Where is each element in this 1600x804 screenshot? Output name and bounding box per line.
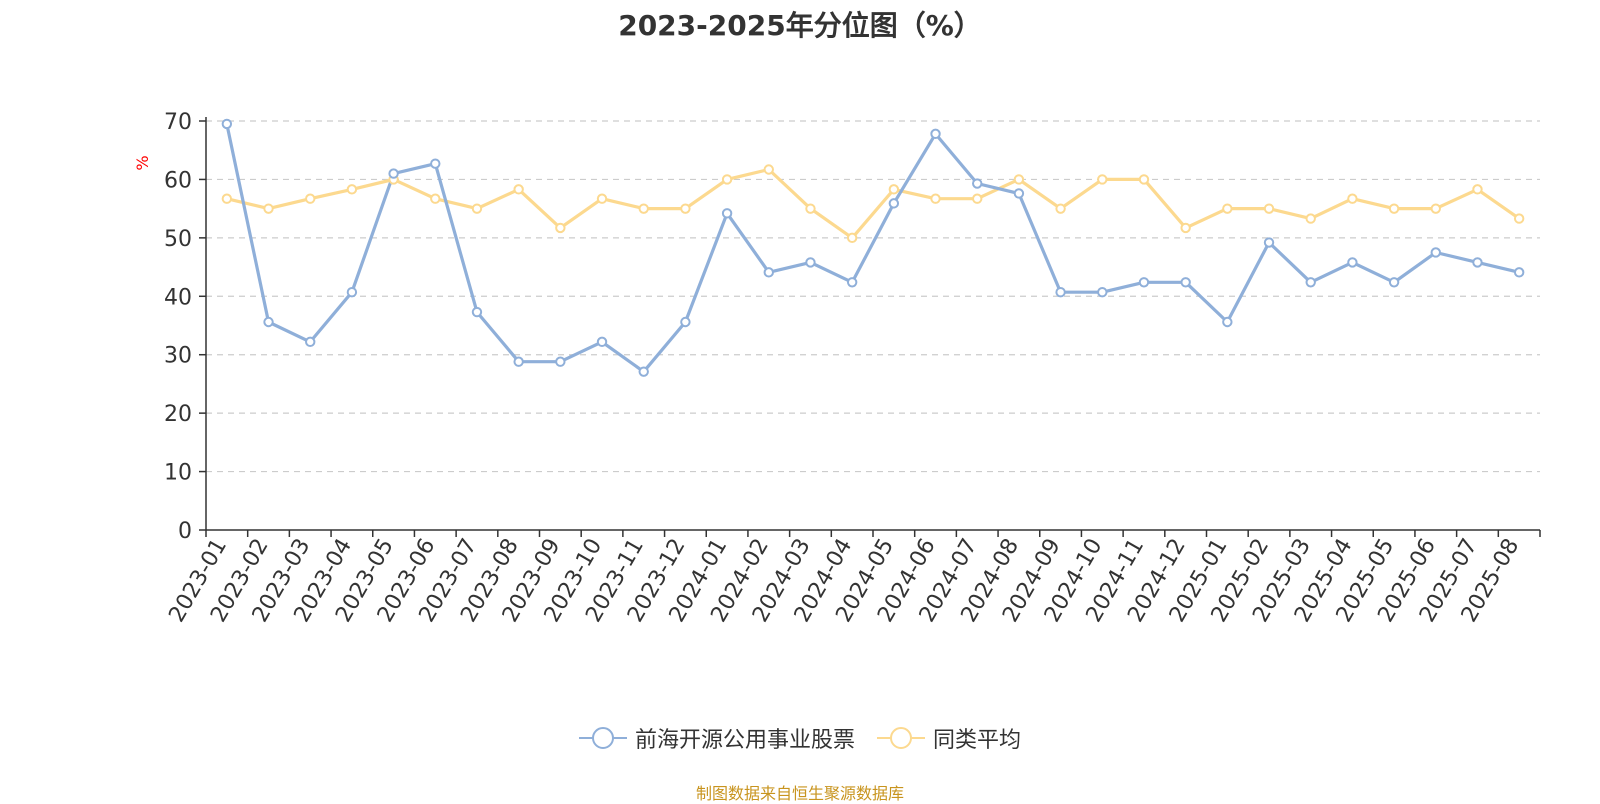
data-point-fund	[388, 168, 399, 179]
y-tick-label: 60	[164, 168, 192, 193]
legend: 前海开源公用事业股票 同类平均	[0, 722, 1600, 754]
data-point-fund	[805, 257, 816, 268]
data-point-average	[263, 203, 274, 214]
data-point-fund	[680, 316, 691, 328]
data-point-fund	[721, 208, 733, 219]
data-point-average	[430, 193, 441, 204]
data-point-fund	[1472, 257, 1483, 268]
data-point-average	[305, 193, 316, 204]
data-point-fund	[555, 356, 566, 367]
series-line-fund	[225, 123, 1520, 374]
y-tick-label: 40	[164, 285, 192, 310]
data-point-fund	[1347, 257, 1358, 268]
data-point-average	[638, 203, 649, 214]
legend-swatch-fund	[578, 727, 627, 749]
y-tick-label: 0	[178, 519, 192, 544]
data-point-average	[721, 174, 733, 185]
data-point-fund	[763, 267, 774, 278]
data-point-average	[1513, 213, 1525, 224]
data-point-fund	[471, 306, 483, 318]
chart-title: 2023-2025年分位图（%）	[618, 9, 982, 42]
legend-label-average: 同类平均	[933, 728, 1022, 753]
grid-lines	[206, 120, 1540, 473]
y-axis-label: %	[133, 155, 152, 170]
data-point-average	[1013, 174, 1025, 185]
data-point-average	[1347, 193, 1358, 204]
data-point-average	[1055, 203, 1066, 214]
series-line-average	[226, 167, 1521, 240]
data-point-average	[930, 193, 941, 204]
data-point-fund	[263, 316, 274, 328]
data-point-fund	[930, 128, 941, 140]
y-tick-label: 50	[164, 227, 192, 252]
data-point-average	[1138, 174, 1150, 185]
axes	[199, 117, 1541, 537]
data-point-average	[221, 193, 233, 204]
data-point-fund	[1180, 277, 1191, 288]
data-point-fund	[1138, 277, 1150, 288]
data-point-average	[1263, 203, 1275, 214]
data-point-fund	[430, 158, 441, 169]
data-point-fund	[638, 366, 649, 377]
data-point-average	[1305, 213, 1316, 224]
data-point-fund	[1305, 277, 1316, 288]
data-point-fund	[513, 356, 524, 367]
data-point-average	[346, 184, 358, 195]
data-point-average	[471, 203, 483, 214]
data-point-fund	[1513, 267, 1525, 278]
data-point-fund	[1430, 247, 1441, 258]
source-note: 制图数据来自恒生聚源数据库	[695, 784, 904, 803]
data-point-fund	[1388, 277, 1400, 288]
data-point-average	[555, 222, 566, 234]
legend-item-fund[interactable]: 前海开源公用事业股票	[578, 722, 855, 754]
data-point-average	[1180, 222, 1191, 234]
data-point-fund	[305, 336, 316, 348]
legend-swatch-average	[877, 727, 925, 749]
data-point-average	[763, 164, 774, 175]
data-point-average	[513, 184, 524, 195]
data-point-average	[1097, 174, 1108, 185]
series-lines	[225, 123, 1521, 374]
data-point-average	[972, 193, 983, 204]
data-point-average	[1222, 203, 1233, 214]
y-tick-label: 20	[164, 402, 192, 427]
data-point-fund	[888, 198, 900, 209]
y-tick-label: 10	[164, 461, 192, 486]
data-point-fund	[1055, 286, 1066, 298]
data-point-fund	[846, 277, 858, 288]
data-points	[221, 118, 1525, 377]
data-point-average	[680, 203, 691, 214]
data-point-fund	[1222, 316, 1233, 328]
data-point-average	[1388, 203, 1400, 214]
y-tick-label: 70	[164, 110, 192, 135]
data-point-fund	[1013, 188, 1025, 199]
data-point-average	[888, 184, 900, 195]
data-point-average	[596, 193, 608, 204]
legend-label-fund: 前海开源公用事业股票	[634, 728, 855, 753]
data-point-average	[805, 203, 816, 214]
data-point-average	[1430, 203, 1441, 214]
data-point-fund	[346, 286, 358, 298]
data-point-average	[846, 232, 858, 244]
tick-labels: 010203040506070%2023-012023-022023-03202…	[133, 110, 1524, 627]
data-point-average	[1472, 184, 1483, 195]
data-point-fund	[596, 336, 608, 348]
y-tick-label: 30	[164, 344, 192, 369]
data-point-fund	[972, 178, 983, 189]
legend-item-average[interactable]: 同类平均	[877, 722, 1021, 754]
data-point-fund	[1263, 237, 1275, 248]
data-point-fund	[1097, 286, 1108, 298]
data-point-fund	[221, 118, 233, 130]
